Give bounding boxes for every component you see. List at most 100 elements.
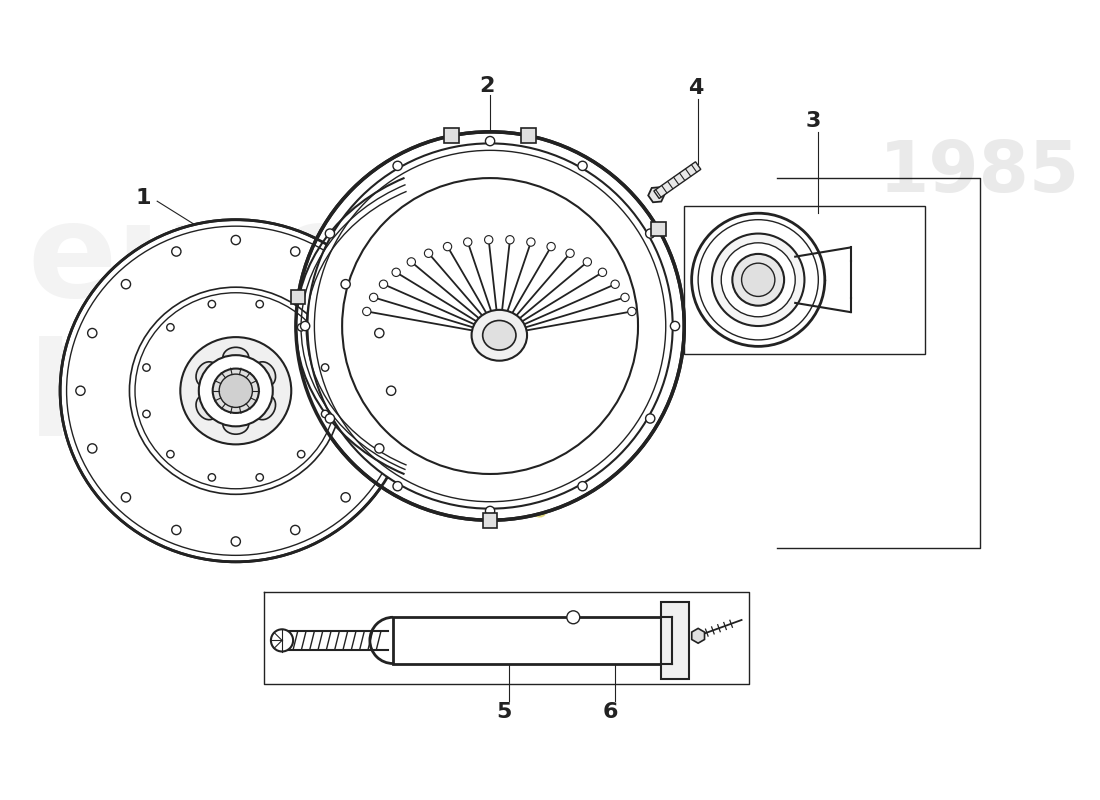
Circle shape — [300, 322, 310, 330]
Circle shape — [578, 482, 587, 491]
Ellipse shape — [199, 355, 273, 426]
Circle shape — [167, 450, 174, 458]
Circle shape — [370, 294, 377, 302]
Circle shape — [231, 537, 241, 546]
Ellipse shape — [472, 310, 527, 361]
Circle shape — [547, 242, 556, 250]
Ellipse shape — [483, 321, 516, 350]
Circle shape — [610, 280, 619, 289]
Ellipse shape — [212, 369, 258, 413]
Circle shape — [578, 162, 587, 170]
FancyBboxPatch shape — [651, 222, 666, 236]
Ellipse shape — [130, 287, 342, 494]
FancyBboxPatch shape — [393, 618, 661, 663]
Circle shape — [527, 238, 535, 246]
Ellipse shape — [60, 220, 411, 562]
FancyBboxPatch shape — [444, 128, 459, 143]
Circle shape — [620, 294, 629, 302]
Circle shape — [646, 414, 654, 423]
Circle shape — [506, 236, 514, 244]
Polygon shape — [648, 187, 664, 202]
Circle shape — [121, 493, 131, 502]
Circle shape — [172, 247, 182, 256]
Circle shape — [375, 444, 384, 453]
Circle shape — [407, 258, 416, 266]
Circle shape — [271, 630, 293, 651]
Circle shape — [341, 279, 350, 289]
Circle shape — [646, 229, 654, 238]
Circle shape — [297, 324, 305, 331]
Circle shape — [231, 235, 241, 245]
Circle shape — [463, 238, 472, 246]
Circle shape — [722, 243, 795, 317]
Circle shape — [290, 247, 300, 256]
Text: a passion for parts since 1985: a passion for parts since 1985 — [166, 378, 553, 526]
Circle shape — [566, 611, 580, 624]
Ellipse shape — [254, 395, 275, 420]
Circle shape — [485, 506, 495, 515]
Circle shape — [363, 307, 371, 316]
Text: 2: 2 — [480, 76, 495, 96]
Circle shape — [393, 482, 403, 491]
Circle shape — [297, 450, 305, 458]
Circle shape — [208, 474, 216, 481]
Ellipse shape — [223, 414, 249, 434]
Circle shape — [167, 324, 174, 331]
Circle shape — [670, 322, 680, 330]
Text: 1985: 1985 — [879, 138, 1079, 207]
Text: 3: 3 — [806, 110, 822, 130]
Circle shape — [88, 329, 97, 338]
Circle shape — [598, 268, 606, 277]
Circle shape — [386, 386, 396, 395]
FancyBboxPatch shape — [290, 290, 306, 305]
Circle shape — [76, 386, 85, 395]
Circle shape — [88, 444, 97, 453]
Circle shape — [290, 526, 300, 534]
Ellipse shape — [342, 178, 638, 474]
Polygon shape — [692, 628, 704, 643]
Circle shape — [326, 229, 334, 238]
Circle shape — [375, 329, 384, 338]
Circle shape — [692, 214, 825, 346]
Text: 6: 6 — [603, 702, 618, 722]
Circle shape — [425, 249, 432, 258]
Ellipse shape — [307, 143, 673, 509]
Circle shape — [379, 280, 387, 289]
Circle shape — [565, 249, 574, 258]
Circle shape — [326, 414, 334, 423]
FancyBboxPatch shape — [661, 602, 689, 679]
Ellipse shape — [180, 337, 292, 444]
FancyBboxPatch shape — [483, 513, 497, 528]
Circle shape — [172, 526, 182, 534]
Circle shape — [256, 301, 263, 308]
Circle shape — [485, 137, 495, 146]
Circle shape — [121, 279, 131, 289]
Circle shape — [443, 242, 452, 250]
Circle shape — [712, 234, 804, 326]
Circle shape — [733, 254, 784, 306]
Circle shape — [628, 307, 636, 316]
Circle shape — [208, 301, 216, 308]
Text: euro
parts: euro parts — [28, 198, 418, 436]
Text: 4: 4 — [688, 78, 703, 98]
Circle shape — [143, 364, 151, 371]
Text: 1: 1 — [135, 189, 151, 209]
Text: 5: 5 — [496, 702, 512, 722]
Circle shape — [256, 474, 263, 481]
Circle shape — [392, 268, 400, 277]
Circle shape — [741, 263, 774, 297]
Ellipse shape — [223, 347, 249, 368]
Circle shape — [583, 258, 592, 266]
Circle shape — [484, 236, 493, 244]
Ellipse shape — [296, 132, 684, 520]
Circle shape — [143, 410, 151, 418]
Circle shape — [219, 374, 252, 407]
Circle shape — [393, 162, 403, 170]
Circle shape — [341, 493, 350, 502]
Polygon shape — [653, 162, 701, 198]
Ellipse shape — [254, 362, 275, 386]
Circle shape — [321, 364, 329, 371]
Ellipse shape — [196, 395, 218, 420]
FancyBboxPatch shape — [521, 128, 536, 143]
Circle shape — [321, 410, 329, 418]
